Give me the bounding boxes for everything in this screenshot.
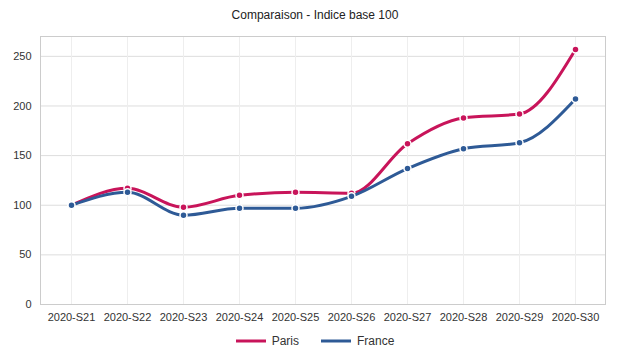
svg-text:150: 150: [13, 149, 31, 161]
svg-text:100: 100: [13, 199, 31, 211]
html-text:France: France: [357, 334, 395, 348]
svg-text:250: 250: [13, 50, 31, 62]
svg-text:2020-S25: 2020-S25: [272, 311, 320, 323]
svg-text:2020-S29: 2020-S29: [496, 311, 544, 323]
svg-text:0: 0: [25, 298, 31, 310]
svg-text:2020-S24: 2020-S24: [216, 311, 264, 323]
svg-text:50: 50: [19, 248, 31, 260]
svg-text:2020-S26: 2020-S26: [328, 311, 376, 323]
svg-text:200: 200: [13, 100, 31, 112]
html-text:Paris: Paris: [271, 334, 299, 348]
svg-text:2020-S23: 2020-S23: [160, 311, 208, 323]
svg-text:2020-S22: 2020-S22: [104, 311, 152, 323]
html-text:Comparaison - Indice base 100: Comparaison - Indice base 100: [231, 8, 399, 22]
svg-text:2020-S28: 2020-S28: [440, 311, 488, 323]
svg-text:2020-S30: 2020-S30: [552, 311, 600, 323]
svg-text:2020-S27: 2020-S27: [384, 311, 432, 323]
svg-text:2020-S21: 2020-S21: [48, 311, 96, 323]
